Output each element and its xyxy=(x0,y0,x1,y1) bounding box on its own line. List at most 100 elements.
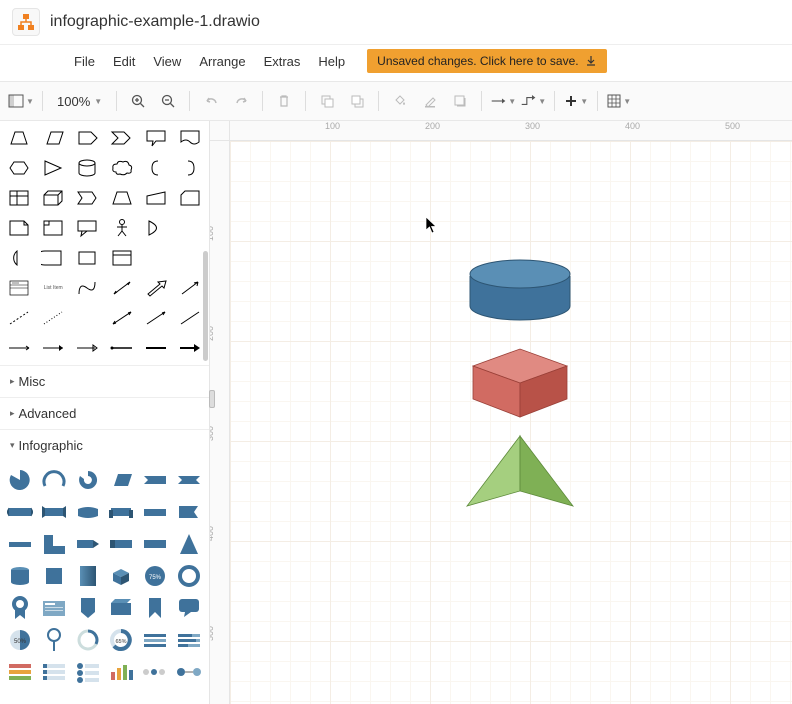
shape-trapezoid-2[interactable] xyxy=(105,183,139,213)
shape-half-rect[interactable] xyxy=(36,243,70,273)
waypoint-button[interactable]: ▼ xyxy=(520,88,546,114)
category-advanced[interactable]: Advanced xyxy=(0,397,209,429)
shape-bracket-left[interactable] xyxy=(139,153,173,183)
info-ring-pct[interactable] xyxy=(173,561,205,591)
shape-bracket-right[interactable] xyxy=(173,153,207,183)
shape-note[interactable] xyxy=(2,213,36,243)
info-banner-2[interactable] xyxy=(38,497,70,527)
shape-connector-5[interactable] xyxy=(139,333,173,363)
shape-arrow-up[interactable] xyxy=(173,273,207,303)
info-banner-4[interactable] xyxy=(106,497,138,527)
info-flag-2[interactable] xyxy=(72,593,104,623)
unsaved-banner[interactable]: Unsaved changes. Click here to save. xyxy=(367,49,606,73)
shape-frame[interactable] xyxy=(36,213,70,243)
shape-connector-4[interactable] xyxy=(105,333,139,363)
canvas-shape-cylinder[interactable] xyxy=(470,260,570,320)
info-callout[interactable] xyxy=(173,593,205,623)
zoom-dropdown[interactable]: 100%▼ xyxy=(51,94,108,109)
info-pin[interactable] xyxy=(38,625,70,655)
menu-extras[interactable]: Extras xyxy=(256,50,309,73)
info-list-1[interactable] xyxy=(4,657,36,687)
shape-callout[interactable] xyxy=(139,123,173,153)
info-parallelogram[interactable] xyxy=(106,465,138,495)
zoom-out-button[interactable] xyxy=(155,88,181,114)
info-arc[interactable] xyxy=(38,465,70,495)
shape-connector-6[interactable] xyxy=(173,333,207,363)
info-tag-2[interactable] xyxy=(106,529,138,559)
sidebar-toggle-button[interactable]: ▼ xyxy=(8,88,34,114)
info-list-2[interactable] xyxy=(38,657,70,687)
shape-connector-1[interactable] xyxy=(2,333,36,363)
info-cylinder-grad[interactable] xyxy=(72,561,104,591)
info-circle-pct[interactable]: 75% xyxy=(139,561,171,591)
info-tag[interactable] xyxy=(72,529,104,559)
info-folded[interactable] xyxy=(106,593,138,623)
shape-hexagon-flat[interactable] xyxy=(2,153,36,183)
menu-file[interactable]: File xyxy=(66,50,103,73)
shape-card[interactable] xyxy=(173,183,207,213)
shape-empty[interactable] xyxy=(139,243,173,273)
shape-line-dotted[interactable] xyxy=(36,303,70,333)
info-bar[interactable] xyxy=(4,529,36,559)
info-banner-3[interactable] xyxy=(72,497,104,527)
info-cube-3d[interactable] xyxy=(106,561,138,591)
info-process[interactable] xyxy=(173,657,205,687)
shape-parallelogram[interactable] xyxy=(36,123,70,153)
menu-help[interactable]: Help xyxy=(310,50,353,73)
info-bars[interactable] xyxy=(139,625,171,655)
canvas[interactable] xyxy=(230,141,792,704)
info-list-3[interactable] xyxy=(72,657,104,687)
info-triangle[interactable] xyxy=(173,529,205,559)
shape-container[interactable] xyxy=(2,183,36,213)
shape-list[interactable] xyxy=(2,273,36,303)
delete-button[interactable] xyxy=(271,88,297,114)
info-ribbon-2[interactable] xyxy=(173,465,205,495)
shape-empty[interactable] xyxy=(173,243,207,273)
fill-color-button[interactable] xyxy=(387,88,413,114)
shape-connector-3[interactable] xyxy=(70,333,104,363)
shape-connector-2[interactable] xyxy=(36,333,70,363)
shape-cube[interactable] xyxy=(36,183,70,213)
info-card[interactable] xyxy=(38,593,70,623)
shape-trapezoid[interactable] xyxy=(2,123,36,153)
info-pct-50[interactable]: 50% xyxy=(4,625,36,655)
info-ribbon[interactable] xyxy=(139,465,171,495)
category-infographic[interactable]: Infographic xyxy=(0,429,209,461)
table-button[interactable]: ▼ xyxy=(606,88,632,114)
shape-rect[interactable] xyxy=(70,243,104,273)
info-banner-5[interactable] xyxy=(139,497,171,527)
shape-curve[interactable] xyxy=(70,273,104,303)
info-bars-2[interactable] xyxy=(173,625,205,655)
shape-empty[interactable] xyxy=(173,213,207,243)
menu-arrange[interactable]: Arrange xyxy=(191,50,253,73)
scrollbar-thumb[interactable] xyxy=(203,251,208,361)
info-chart-mix[interactable] xyxy=(106,657,138,687)
info-pie[interactable] xyxy=(4,465,36,495)
undo-button[interactable] xyxy=(198,88,224,114)
info-tag-3[interactable] xyxy=(139,529,171,559)
info-rect-3d[interactable] xyxy=(38,561,70,591)
connection-button[interactable]: ▼ xyxy=(490,88,516,114)
canvas-shape-cube[interactable] xyxy=(473,349,567,417)
menu-view[interactable]: View xyxy=(145,50,189,73)
shape-actor[interactable] xyxy=(105,213,139,243)
shape-line-dashed[interactable] xyxy=(2,303,36,333)
redo-button[interactable] xyxy=(228,88,254,114)
shape-line[interactable] xyxy=(173,303,207,333)
shape-list-item[interactable]: List Item xyxy=(36,273,70,303)
shape-half-moon[interactable] xyxy=(139,213,173,243)
category-misc[interactable]: Misc xyxy=(0,365,209,397)
shape-arrow-thick[interactable] xyxy=(139,273,173,303)
shape-cylinder[interactable] xyxy=(70,153,104,183)
shape-pentagon[interactable] xyxy=(70,123,104,153)
to-back-button[interactable] xyxy=(344,88,370,114)
info-cylinder-3d[interactable] xyxy=(4,561,36,591)
shape-triangle-right[interactable] xyxy=(36,153,70,183)
shape-cloud[interactable] xyxy=(105,153,139,183)
zoom-in-button[interactable] xyxy=(125,88,151,114)
shadow-button[interactable] xyxy=(447,88,473,114)
line-color-button[interactable] xyxy=(417,88,443,114)
info-bookmark[interactable] xyxy=(139,593,171,623)
shape-arrow-bidir[interactable] xyxy=(105,273,139,303)
insert-button[interactable]: ▼ xyxy=(563,88,589,114)
